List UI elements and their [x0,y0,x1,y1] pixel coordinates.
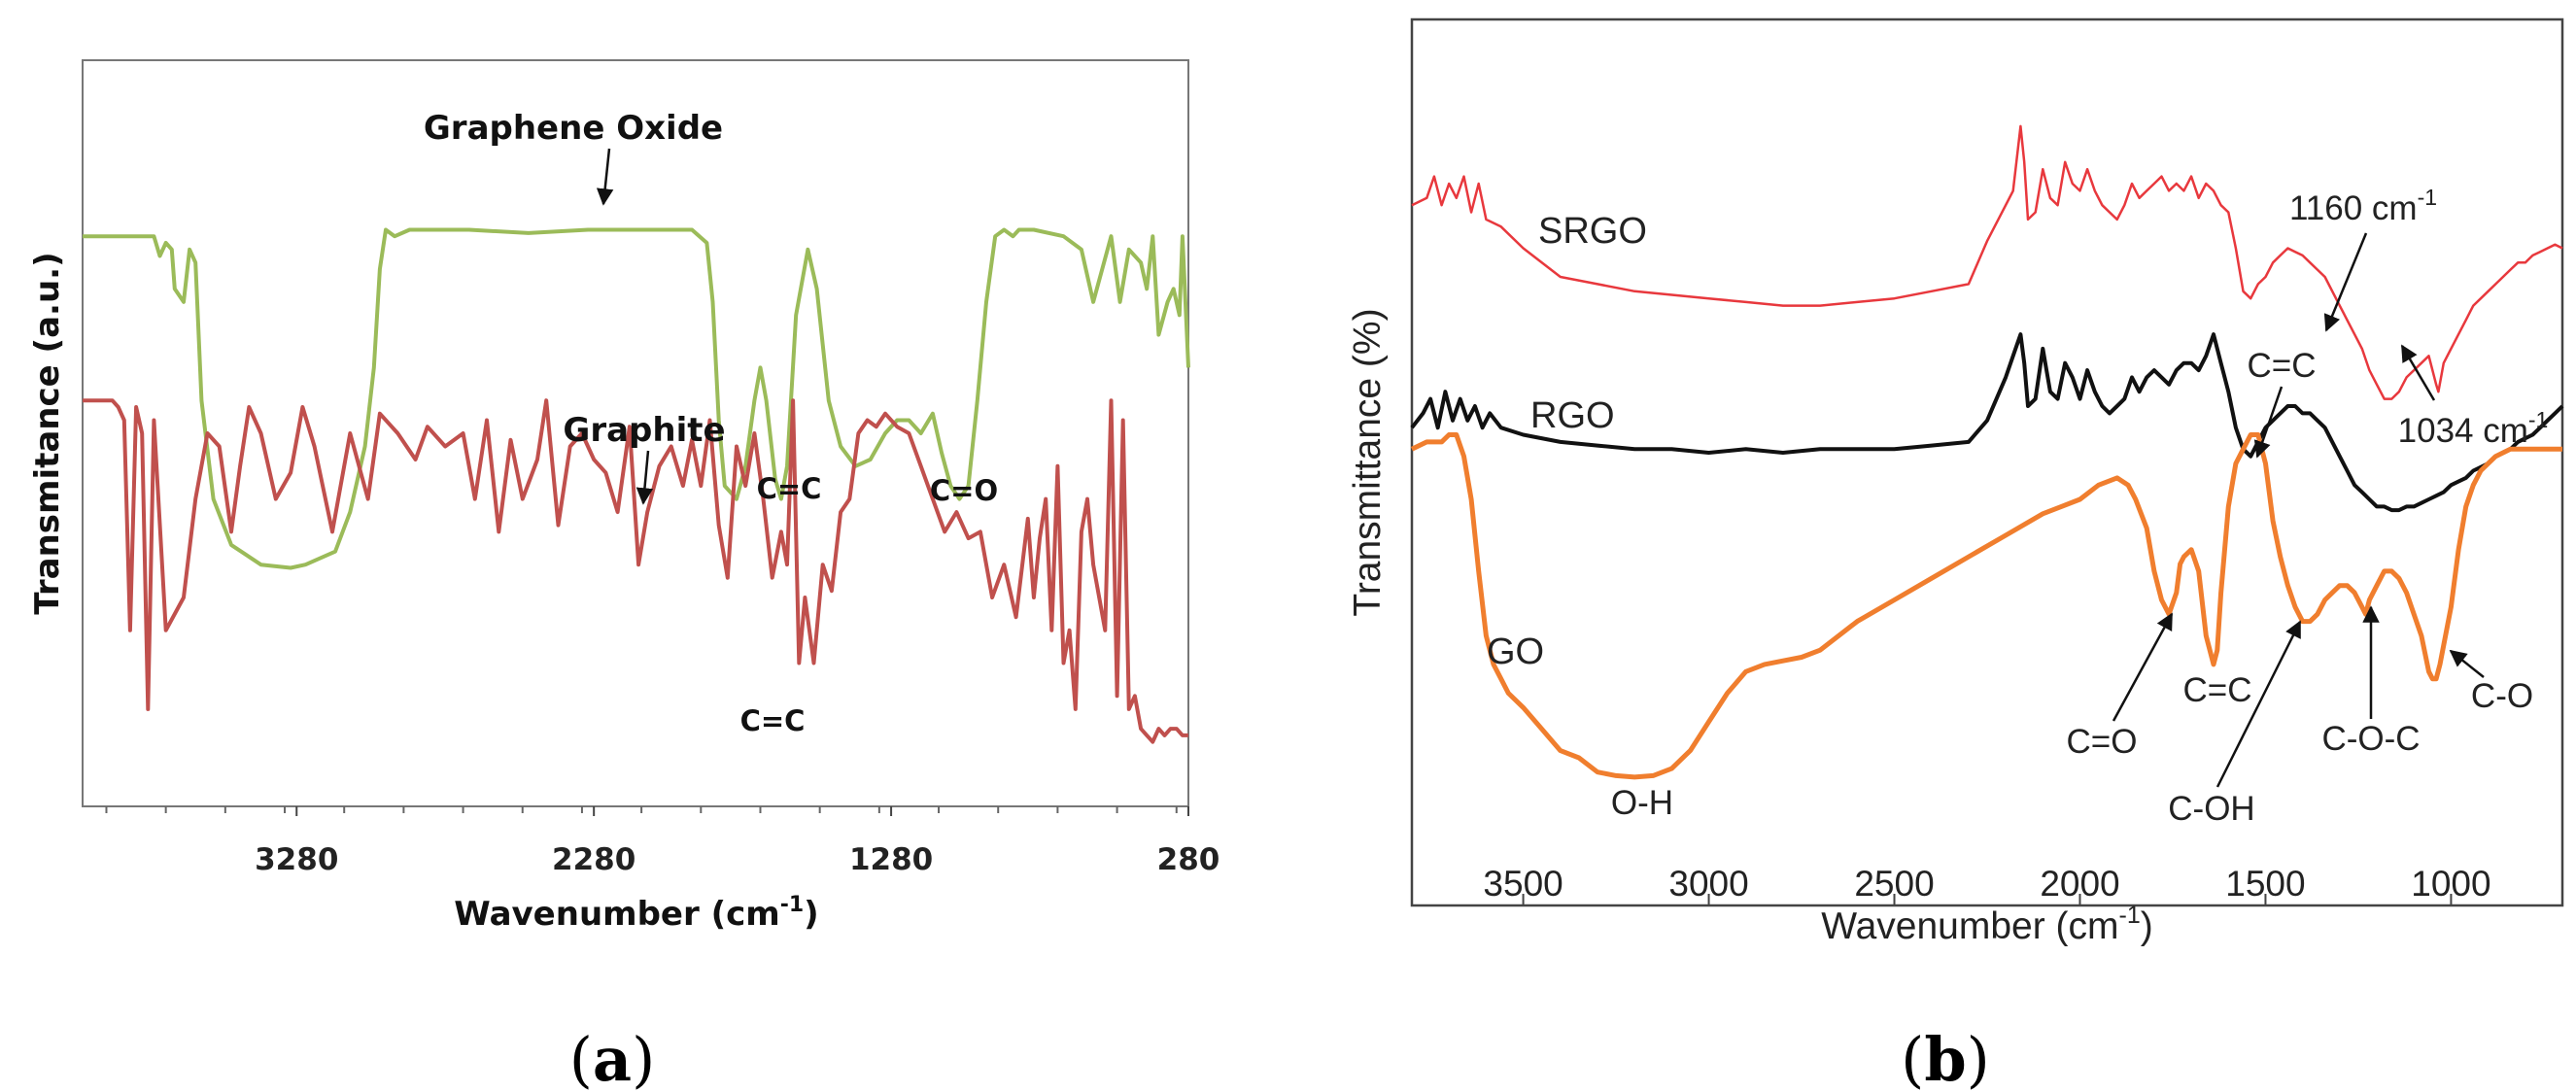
chart-a-panel-label-close: ) [632,1024,655,1092]
chart-b-annotation-c-o-single: C-O [2471,677,2533,715]
chart-b-annotation-1160-main: 1160 cm [2289,189,2418,227]
chart-b-annotation-c-c-go: C=C [2183,671,2252,709]
chart-b-x-axis-label: Wavenumber (cm-1) [1821,902,2153,947]
chart-a-x-tick-label: 2280 [552,842,635,877]
chart-b-annotation-1034-arrow [2400,344,2436,401]
chart-a-y-axis-label: Transmitance (a.u.) [28,252,67,614]
chart-b-y-axis-label: Transmittance (%) [1347,308,1389,616]
chart-a-x-tick-label: 280 [1157,842,1220,877]
chart-b-x-tick-label: 1000 [2411,864,2490,904]
chart-b-series-srgo-line [1411,124,2563,400]
chart-b-annotation-o-h: O-H [1611,784,1673,822]
chart-a-x-tick-label: 1280 [849,842,933,877]
chart-a-panel-label: (a) [569,1024,656,1092]
chart-b-x-ticks: 3500 3000 2500 2000 1500 1000 [1483,864,2491,905]
chart-a-annotation-c-o: C=O [930,474,998,507]
chart-b-annotation-c-oh-arrow [2215,620,2302,788]
chart-a-x-tick-label: 3280 [255,842,338,877]
chart-a-x-axis-label: Wavenumber (cm-1) [454,893,818,934]
chart-b-annotation-c-oh: C-OH [2168,790,2254,828]
chart-b-x-tick-label: 2500 [1854,864,1934,904]
chart-a-annotation-graphene-oxide: Graphene Oxide [424,109,723,148]
chart-a-annotation-graphite-arrow [635,450,654,505]
chart-a-x-axis-label-sup: -1 [780,893,804,917]
chart-b: 3500 3000 2500 2000 1500 1000 SRGO RGO GO 116… [1347,17,2564,1092]
chart-b-annotation-1160-sup: -1 [2418,185,2437,210]
chart-a-minor-ticks [105,806,1178,813]
chart-b-panel-label: (b) [1901,1024,1990,1092]
chart-b-annotation-c-o-arrow [2112,612,2174,722]
chart-a: 3280 2280 1280 280 Graphene Oxide Graphite … [28,59,1219,1092]
chart-b-x-tick-label: 1500 [2225,864,2305,904]
chart-a-x-axis-label-main: Wavenumber (cm [454,895,779,934]
chart-b-annotation-c-o-single-arrow [2449,649,2485,678]
chart-b-annotation-1160: 1160 cm-1 [2289,185,2437,227]
chart-b-x-axis-label-main: Wavenumber (cm [1821,905,2118,947]
chart-a-annotation-graphene-oxide-arrow [596,148,614,206]
chart-b-annotation-1160-arrow [2323,232,2368,332]
chart-a-x-axis-label-close: ) [804,895,819,934]
chart-b-plot-frame [1410,17,2564,907]
chart-a-annotation-graphite: Graphite [563,411,725,450]
chart-b-panel-label-open: ( [1901,1024,1924,1092]
chart-b-series-rgo-line [1410,332,2564,513]
chart-a-annotation-c-c-upper: C=C [757,472,822,505]
chart-b-series-go-line [1410,432,2562,780]
chart-b-x-tick-label: 3500 [1483,864,1563,904]
chart-b-label-srgo: SRGO [1538,211,1647,252]
chart-b-label-rgo: RGO [1530,395,1615,436]
chart-a-panel-label-open: ( [569,1024,593,1092]
chart-b-label-go: GO [1487,631,1544,672]
chart-b-annotation-c-c-rgo: C=C [2248,347,2317,385]
chart-b-annotation-c-c-rgo-arrow [2253,386,2284,459]
chart-a-plot-frame [82,59,1189,807]
chart-b-annotation-1034: 1034 cm-1 [2398,407,2549,450]
chart-b-annotation-c-o: C=O [2067,723,2138,761]
chart-b-annotation-c-o-c: C-O-C [2321,720,2420,758]
chart-b-annotation-1034-sup: -1 [2528,407,2548,432]
chart-a-series-graphene-oxide-line [83,227,1190,570]
chart-b-panel-label-close: ) [1967,1024,1990,1092]
chart-a-annotation-c-c-lower: C=C [740,704,806,737]
chart-b-panel-label-letter: b [1924,1024,1966,1092]
chart-b-x-axis-label-sup: -1 [2119,902,2141,929]
chart-a-x-ticks: 3280 2280 1280 280 [255,806,1219,877]
chart-b-x-tick-label: 3000 [1668,864,1748,904]
chart-b-annotation-1034-main: 1034 cm [2398,412,2528,450]
chart-a-panel-label-letter: a [593,1024,632,1092]
chart-a-series-graphite-line [83,398,1188,744]
chart-b-x-tick-label: 2000 [2040,864,2119,904]
chart-b-x-axis-label-close: ) [2141,905,2153,947]
